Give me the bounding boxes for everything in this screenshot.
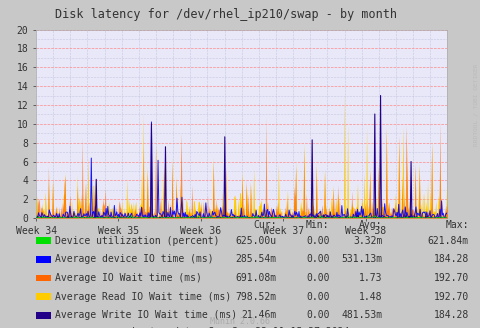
Text: 285.54m: 285.54m: [235, 254, 276, 264]
Text: Max:: Max:: [444, 220, 468, 230]
Text: Avg:: Avg:: [358, 220, 382, 230]
Text: RRDTOOL / TOBI OETIKER: RRDTOOL / TOBI OETIKER: [473, 64, 478, 146]
Text: 1.48: 1.48: [358, 292, 382, 302]
Text: 184.28: 184.28: [433, 310, 468, 320]
Text: 0.00: 0.00: [305, 292, 329, 302]
Text: 0.00: 0.00: [305, 254, 329, 264]
Text: 192.70: 192.70: [433, 292, 468, 302]
Text: 531.13m: 531.13m: [341, 254, 382, 264]
Text: Cur:: Cur:: [252, 220, 276, 230]
Text: 0.00: 0.00: [305, 236, 329, 246]
Text: 184.28: 184.28: [433, 254, 468, 264]
Text: Min:: Min:: [305, 220, 329, 230]
Text: 0.00: 0.00: [305, 310, 329, 320]
Text: Average Write IO Wait time (ms): Average Write IO Wait time (ms): [55, 310, 237, 320]
Text: Average device IO time (ms): Average device IO time (ms): [55, 254, 214, 264]
Text: 21.46m: 21.46m: [241, 310, 276, 320]
Text: Average IO Wait time (ms): Average IO Wait time (ms): [55, 273, 202, 283]
Text: 0.00: 0.00: [305, 273, 329, 283]
Text: Disk latency for /dev/rhel_ip210/swap - by month: Disk latency for /dev/rhel_ip210/swap - …: [55, 8, 396, 21]
Text: Last update: Sun Sep 22 11:15:37 2024: Last update: Sun Sep 22 11:15:37 2024: [132, 327, 348, 328]
Text: 621.84m: 621.84m: [427, 236, 468, 246]
Text: 192.70: 192.70: [433, 273, 468, 283]
Text: Munin 2.0.66: Munin 2.0.66: [210, 318, 270, 326]
Text: Device utilization (percent): Device utilization (percent): [55, 236, 219, 246]
Text: 691.08m: 691.08m: [235, 273, 276, 283]
Text: Average Read IO Wait time (ms): Average Read IO Wait time (ms): [55, 292, 231, 302]
Text: 798.52m: 798.52m: [235, 292, 276, 302]
Text: 1.73: 1.73: [358, 273, 382, 283]
Text: 625.00u: 625.00u: [235, 236, 276, 246]
Text: 3.32m: 3.32m: [352, 236, 382, 246]
Text: 481.53m: 481.53m: [341, 310, 382, 320]
